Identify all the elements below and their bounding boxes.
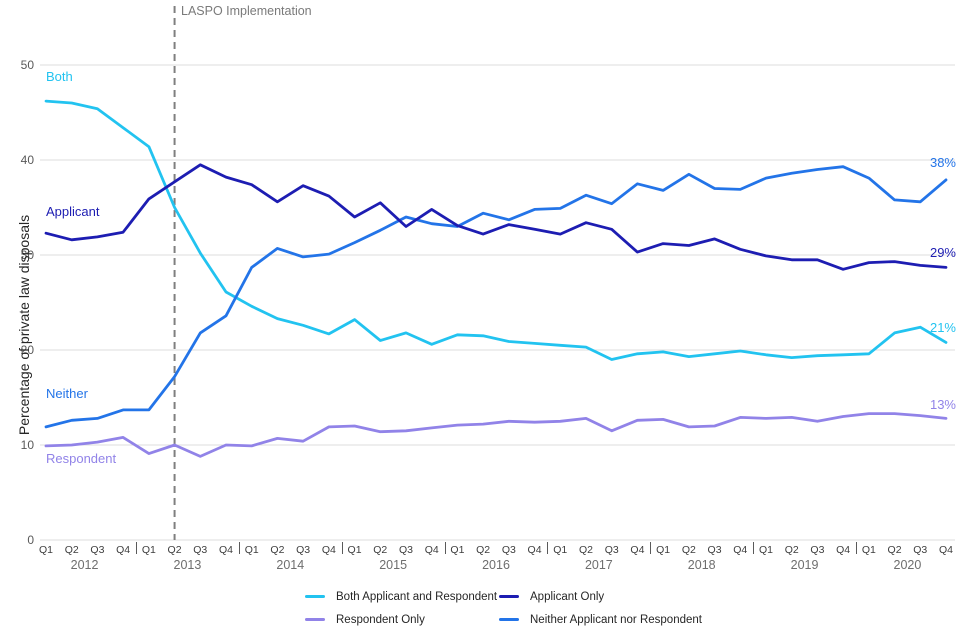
series-label-neither: Neither (46, 386, 88, 401)
series-label-respondent: Respondent (46, 451, 117, 466)
x-tick-label: Q4 (527, 544, 542, 556)
x-tick-label: Q1 (553, 544, 568, 556)
x-tick-label: Q4 (116, 544, 131, 556)
series-line-both (44, 99, 948, 361)
x-tick-label: Q2 (578, 544, 593, 556)
x-tick-label: Q1 (244, 544, 259, 556)
x-tick-label: Q1 (38, 544, 53, 556)
x-tick-label: Q2 (373, 544, 388, 556)
end-label-respondent: 13% (929, 397, 956, 412)
x-tick-label: Q2 (681, 544, 696, 556)
x-tick-label: Q2 (64, 544, 79, 556)
legend-item-respondent: Respondent Only (305, 613, 425, 626)
legend-label-applicant: Applicant Only (530, 590, 605, 603)
legend-swatch-respondent-icon (305, 618, 325, 621)
x-tick-label: Q4 (218, 544, 233, 556)
x-tick-label: Q1 (758, 544, 773, 556)
year-label: 2020 (893, 558, 922, 572)
plot-area (40, 6, 955, 541)
x-tick-label: Q1 (861, 544, 876, 556)
x-tick-label: Q3 (398, 544, 413, 556)
x-tick-label: Q3 (913, 544, 928, 556)
x-tick-label: Q4 (630, 544, 645, 556)
x-tick-label: Q3 (90, 544, 105, 556)
series-label-applicant: Applicant (46, 204, 100, 219)
legend-swatch-applicant-icon (499, 595, 519, 598)
year-separator-tick (341, 542, 343, 554)
y-tick-label: 10 (20, 437, 34, 452)
year-separator-tick (444, 542, 446, 554)
x-tick-label: Q4 (733, 544, 748, 556)
x-tick-label: Q4 (424, 544, 439, 556)
year-label: 2017 (584, 558, 613, 572)
year-label: 2015 (379, 558, 408, 572)
legend-swatch-neither-icon (499, 618, 519, 621)
series-line-respondent (44, 412, 948, 458)
legend-label-respondent: Respondent Only (336, 613, 425, 626)
year-separator-tick (856, 542, 857, 554)
x-tick-label: Q4 (836, 544, 851, 556)
year-separator-tick (753, 542, 755, 554)
year-label: 2012 (70, 558, 99, 572)
series-line-neither (44, 165, 948, 429)
x-tick-label: Q3 (604, 544, 619, 556)
end-label-both: 21% (929, 320, 956, 335)
series-label-both: Both (46, 69, 73, 84)
year-separator-tick (136, 542, 137, 554)
x-tick-label: Q4 (938, 544, 953, 556)
x-tick-label: Q1 (347, 544, 362, 556)
legend-label-both: Both Applicant and Respondent (336, 590, 498, 603)
y-tick-label: 40 (20, 152, 34, 167)
year-label: 2013 (173, 558, 202, 572)
legend-item-both: Both Applicant and Respondent (305, 590, 497, 603)
x-tick-label: Q4 (321, 544, 336, 556)
x-tick-label: Q3 (501, 544, 516, 556)
x-tick-label: Q2 (476, 544, 491, 556)
series-line-applicant (44, 163, 948, 271)
year-label: 2018 (687, 558, 716, 572)
x-tick-label: Q1 (450, 544, 465, 556)
x-tick-label: Q2 (887, 544, 902, 556)
year-separator-tick (547, 542, 549, 554)
y-tick-label: 30 (20, 247, 34, 262)
year-label: 2019 (790, 558, 819, 572)
year-separator-tick (238, 542, 240, 554)
x-tick-label: Q3 (810, 544, 825, 556)
end-label-applicant: 29% (929, 245, 956, 260)
legend-swatch-both-icon (305, 595, 325, 598)
x-tick-label: Q2 (167, 544, 182, 556)
x-tick-label: Q2 (784, 544, 799, 556)
y-axis-title: Percentage of private law disposals (16, 214, 32, 436)
y-tick-label: 20 (20, 342, 34, 357)
y-tick-label: 0 (27, 532, 34, 547)
year-separator-tick (650, 542, 652, 554)
x-tick-label: Q1 (656, 544, 671, 556)
x-tick-label: Q3 (296, 544, 311, 556)
legend-item-applicant: Applicant Only (499, 590, 604, 603)
x-tick-label: Q3 (707, 544, 722, 556)
y-tick-label: 50 (20, 57, 34, 72)
legend-label-neither: Neither Applicant nor Respondent (530, 613, 702, 626)
x-tick-label: Q2 (270, 544, 285, 556)
legend-item-neither: Neither Applicant nor Respondent (499, 613, 702, 626)
year-label: 2014 (276, 558, 305, 572)
year-label: 2016 (482, 558, 510, 572)
x-tick-label: Q3 (193, 544, 208, 556)
laspo-annotation: LASPO Implementation (181, 4, 312, 18)
x-tick-label: Q1 (141, 544, 156, 556)
end-label-neither: 38% (929, 155, 956, 170)
